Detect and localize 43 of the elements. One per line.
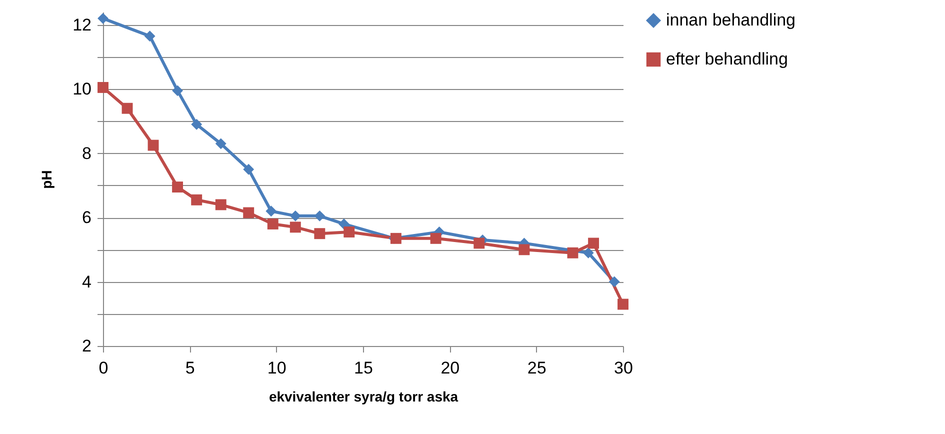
point (588, 238, 600, 249)
point (567, 247, 578, 258)
point (215, 199, 226, 210)
point (430, 232, 442, 244)
y-tick-label: 10 (72, 80, 92, 99)
y-tick-label: 6 (82, 208, 92, 228)
point (474, 238, 485, 249)
x-tick-label: 0 (98, 358, 108, 378)
y-axis-title: pH (38, 170, 55, 189)
point (314, 228, 326, 240)
point (314, 210, 326, 222)
x-tick-label: 30 (614, 358, 633, 378)
point (290, 210, 301, 222)
point (267, 218, 278, 230)
point (191, 194, 202, 206)
point (243, 207, 254, 218)
point (290, 222, 301, 233)
point (122, 102, 133, 114)
x-tick-label: 10 (267, 358, 286, 378)
point (518, 244, 530, 256)
point (266, 206, 277, 217)
point (144, 30, 156, 42)
point (608, 276, 620, 288)
x-axis-title: ekvivalenter syra/g torr aska (268, 388, 458, 404)
y-tick-label: 2 (82, 336, 92, 356)
point (618, 298, 628, 310)
point (215, 138, 226, 150)
x-tick-label: 15 (354, 358, 373, 378)
point (172, 85, 184, 96)
y-tick-label: 8 (82, 144, 92, 163)
point (582, 247, 594, 258)
point (344, 226, 355, 238)
x-tick-label: 25 (527, 358, 546, 378)
point (191, 118, 202, 130)
x-tick-label: 20 (440, 358, 460, 378)
x-tick-label: 5 (185, 358, 195, 378)
y-tick-label: 12 (72, 15, 92, 34)
point (148, 140, 159, 151)
point (172, 182, 184, 193)
legend-label: innan behandling (666, 10, 796, 30)
y-tick-label: 4 (82, 272, 92, 292)
point (243, 164, 254, 175)
legend-label: efter behandling (666, 50, 788, 68)
